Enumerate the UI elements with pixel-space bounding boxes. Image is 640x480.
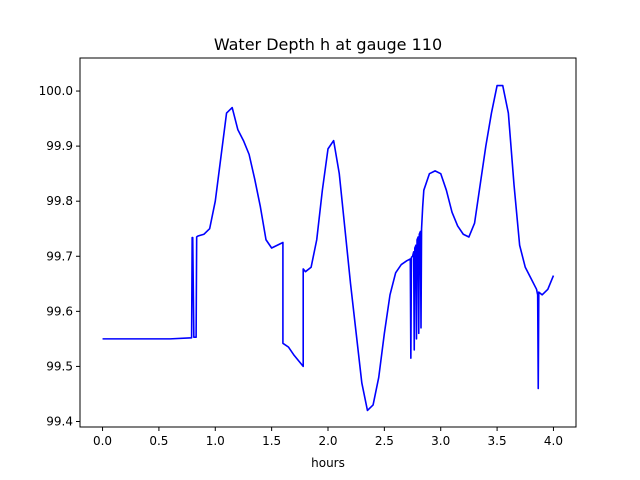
x-axis-label: hours <box>311 456 345 470</box>
y-tick-label: 99.6 <box>46 304 73 318</box>
chart-marks <box>102 84 555 412</box>
series-line-0 <box>102 84 555 412</box>
x-tick-label: 3.5 <box>488 434 507 448</box>
y-tick-label: 99.5 <box>46 359 73 373</box>
chart-title: Water Depth h at gauge 110 <box>214 35 442 54</box>
x-tick-label: 0.0 <box>93 434 112 448</box>
y-tick-label: 99.4 <box>46 414 73 428</box>
x-tick-label: 0.5 <box>149 434 168 448</box>
x-tick-label: 3.0 <box>431 434 450 448</box>
x-tick-label: 2.5 <box>375 434 394 448</box>
y-tick-label: 100.0 <box>39 84 73 98</box>
x-tick-label: 4.0 <box>544 434 563 448</box>
plot-area <box>80 58 576 427</box>
x-tick-label: 1.5 <box>262 434 281 448</box>
x-tick-label: 2.0 <box>318 434 337 448</box>
x-tick-label: 1.0 <box>206 434 225 448</box>
y-axis: 99.4 99.5 99.6 99.7 99.8 99.9 100.0 <box>39 84 80 428</box>
y-tick-label: 99.7 <box>46 249 73 263</box>
x-axis: 0.0 0.5 1.0 1.5 2.0 2.5 3.0 3.5 4.0 <box>93 427 563 448</box>
y-tick-label: 99.8 <box>46 194 73 208</box>
y-tick-label: 99.9 <box>46 139 73 153</box>
